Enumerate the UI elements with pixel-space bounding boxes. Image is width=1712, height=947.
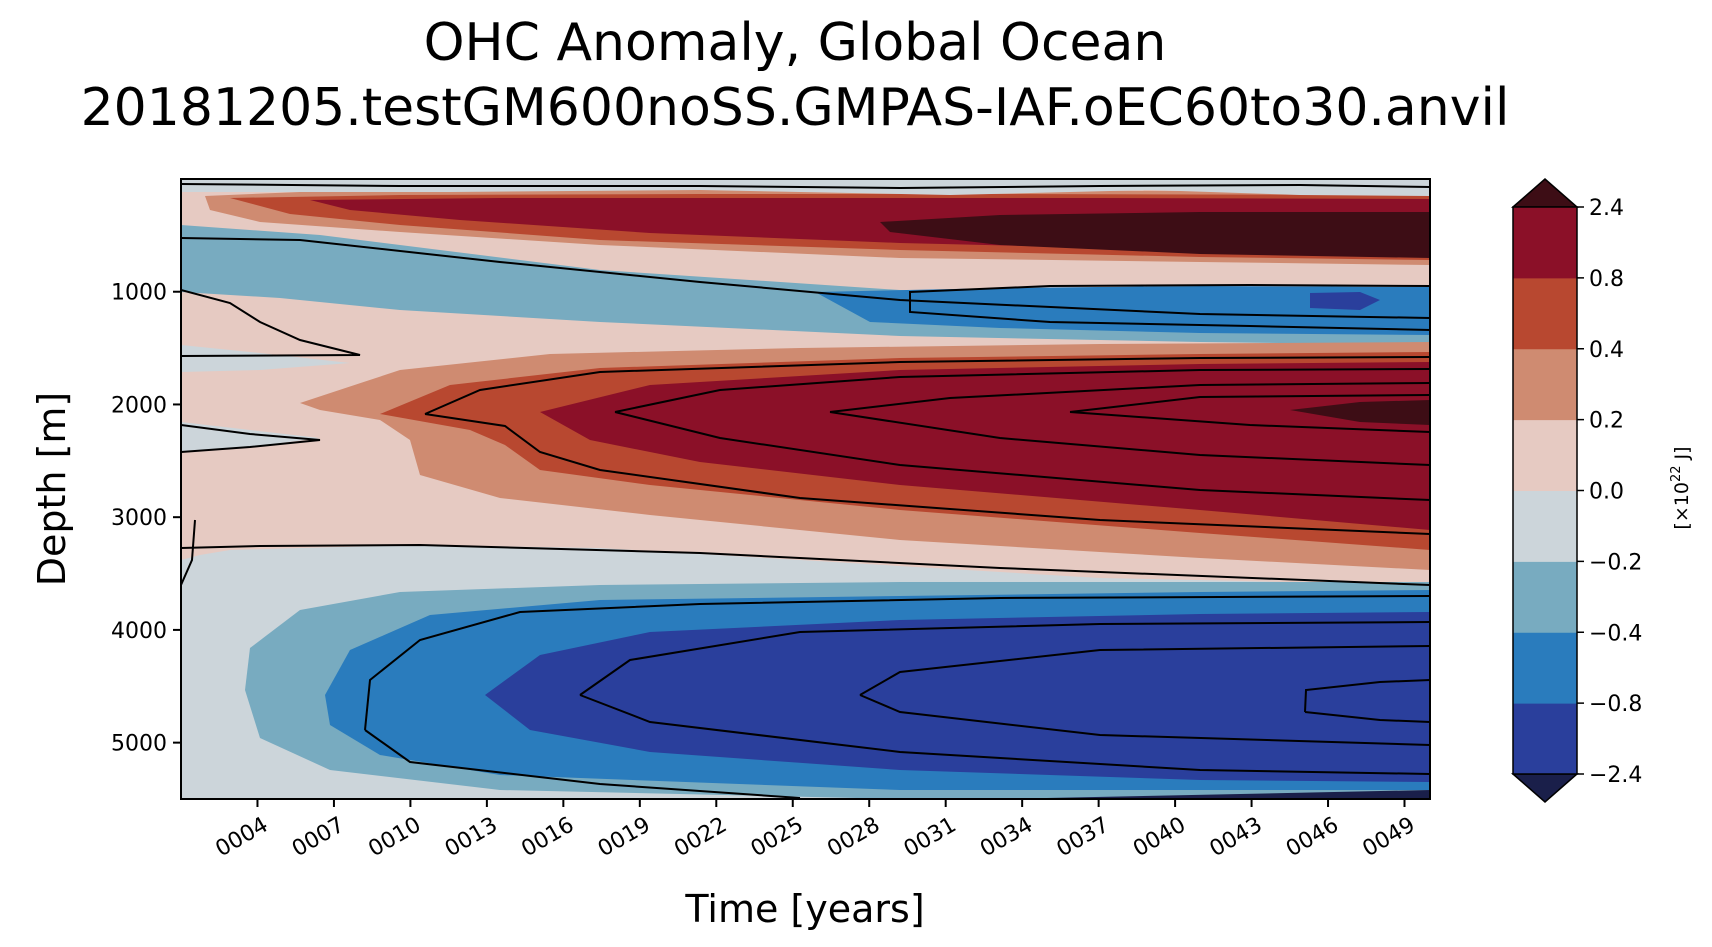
- colorbar-swatch: [1513, 632, 1577, 704]
- contour-line: [579, 694, 1430, 775]
- contour-line: [909, 283, 1430, 332]
- x-tick-label: 0040: [1129, 813, 1190, 863]
- colorbar-tick-label: −0.4: [1589, 621, 1642, 646]
- chart-title-line1: OHC Anomaly, Global Ocean: [424, 13, 1167, 73]
- colorbar-tick-label: 0.4: [1589, 338, 1624, 363]
- colorbar-tick-label: −0.8: [1589, 692, 1642, 717]
- contour-line: [1304, 711, 1430, 723]
- band-cool-light-left: [181, 345, 350, 372]
- band-cool-dark-lower: [485, 612, 1430, 782]
- x-tick-label: 0034: [976, 813, 1037, 863]
- x-tick-label: 0010: [364, 813, 425, 863]
- colorbar-tick-label: −0.2: [1589, 550, 1642, 575]
- x-tick-label: 0022: [670, 813, 731, 863]
- colorbar-swatch: [1513, 277, 1577, 350]
- x-axis: 0004 0007 0010 0013 0016 0019 0022 0025 0028 0031…: [211, 799, 1420, 863]
- contour-line: [859, 645, 1430, 696]
- colorbar-swatch: [1513, 490, 1577, 562]
- contour-line: [829, 411, 1430, 466]
- contour-line: [424, 356, 1430, 415]
- contour-line: [1304, 679, 1430, 713]
- contour-line: [1069, 411, 1430, 433]
- contour-lines: [181, 183, 1430, 799]
- contour-line: [424, 413, 1430, 535]
- contour-line: [364, 595, 1430, 731]
- x-tick-label: 0019: [594, 813, 655, 863]
- x-tick-label: 0049: [1359, 813, 1420, 863]
- contour-line: [181, 424, 321, 453]
- contour-line: [364, 729, 801, 799]
- x-tick-label: 0043: [1206, 813, 1267, 863]
- contour-line: [181, 289, 361, 357]
- colorbar-tick-label: 0.8: [1589, 267, 1624, 292]
- colorbar-under-extension: [1511, 773, 1579, 803]
- colorbar-tick-label: 0.2: [1589, 409, 1624, 434]
- colorbar-swatch: [1513, 207, 1577, 279]
- y-tick-label: 1000: [111, 281, 167, 306]
- plot-frame: [180, 178, 1431, 800]
- y-axis-label: Depth [m]: [30, 392, 74, 587]
- band-cool-extreme-lower: [1000, 790, 1430, 799]
- colorbar-over-extension: [1511, 178, 1579, 208]
- x-tick-label: 0007: [288, 813, 349, 863]
- x-axis-label: Time [years]: [684, 887, 924, 931]
- contour-line: [614, 411, 1430, 501]
- plot-area: [181, 179, 1430, 799]
- contour-line: [181, 237, 1430, 319]
- x-tick-label: 0028: [823, 813, 884, 863]
- y-tick-label: 5000: [111, 732, 167, 757]
- x-tick-label: 0013: [441, 813, 502, 863]
- colorbar-swatch: [1513, 348, 1577, 421]
- band-warm-extreme-middle: [1290, 400, 1430, 425]
- contour-line: [829, 382, 1430, 413]
- y-tick-label: 2000: [111, 393, 167, 418]
- x-tick-label: 0046: [1282, 813, 1343, 863]
- y-axis: 1000 2000 3000 4000 5000: [111, 281, 181, 757]
- colorbar-tick-label: 0.0: [1589, 480, 1624, 505]
- colorbar-swatch: [1513, 703, 1577, 775]
- x-tick-label: 0025: [747, 813, 808, 863]
- colorbar-tick-label: −2.4: [1589, 763, 1642, 788]
- contour-line: [1069, 394, 1430, 413]
- band-cool-dark-upper: [1310, 292, 1380, 310]
- colorbar-tick-label: 2.4: [1589, 196, 1624, 221]
- contour-line: [614, 368, 1430, 413]
- contour-line: [181, 183, 1430, 190]
- colorbar-label: [×1022 J]: [1669, 446, 1693, 529]
- band-warm-dark-middle: [540, 362, 1430, 530]
- colorbar-swatch: [1513, 561, 1577, 633]
- contour-line: [181, 519, 196, 586]
- x-tick-label: 0016: [517, 813, 578, 863]
- band-warm-extreme-surface: [880, 212, 1430, 258]
- x-tick-label: 0037: [1053, 813, 1114, 863]
- x-tick-label: 0004: [211, 813, 272, 863]
- colorbar-swatch: [1513, 419, 1577, 491]
- colorbar: −2.4 −0.8 −0.4 −0.2 0.0 0.2 0.4 0.8 2.4: [1511, 178, 1642, 803]
- y-tick-label: 4000: [111, 619, 167, 644]
- x-tick-label: 0031: [900, 813, 961, 863]
- y-tick-label: 3000: [111, 506, 167, 531]
- chart-title-line2: 20181205.testGM600noSS.GMPAS-IAF.oEC60to…: [81, 78, 1510, 138]
- contour-line: [181, 543, 1430, 586]
- contour-line: [579, 621, 1430, 696]
- contour-line: [859, 694, 1430, 746]
